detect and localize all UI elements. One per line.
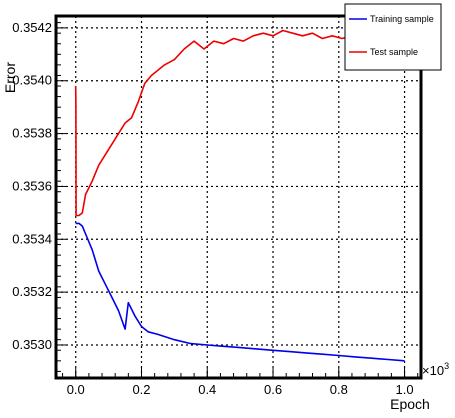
axis-ticks [56,22,419,378]
grid [56,16,421,378]
x-multiplier-exponent: 3 [444,361,449,371]
x-axis-title: Epoch [390,396,430,412]
training-sample-line [75,222,405,362]
x-tick-label: 0.6 [264,382,282,397]
legend-label-test: Test sample [370,47,418,57]
plot-frame [54,14,423,380]
x-multiplier-base: ×10 [422,363,444,378]
y-tick-label: 0.3530 [12,337,52,352]
y-tick-label: 0.3534 [12,231,52,246]
y-axis-title: Error [2,62,18,93]
x-tick-labels: 0.0 0.2 0.4 0.6 0.8 1.0 [67,382,414,397]
series-layer [74,29,405,362]
legend: Training sample Test sample [344,3,442,71]
x-multiplier-label: ×103 [422,361,449,378]
y-tick-label: 0.3536 [12,178,52,193]
x-tick-label: 1.0 [396,382,414,397]
y-tick-label: 0.3542 [12,20,52,35]
x-tick-label: 0.0 [67,382,85,397]
legend-label-training: Training sample [370,14,434,24]
x-tick-label: 0.8 [330,382,348,397]
y-tick-labels: 0.3530 0.3532 0.3534 0.3536 0.3538 0.3540 0.35… [12,20,52,352]
test-sample-line [74,29,405,217]
y-tick-label: 0.3540 [12,73,52,88]
y-tick-label: 0.3538 [12,126,52,141]
y-tick-label: 0.3532 [12,284,52,299]
legend-box [344,3,442,71]
x-tick-label: 0.4 [198,382,216,397]
x-tick-label: 0.2 [132,382,150,397]
